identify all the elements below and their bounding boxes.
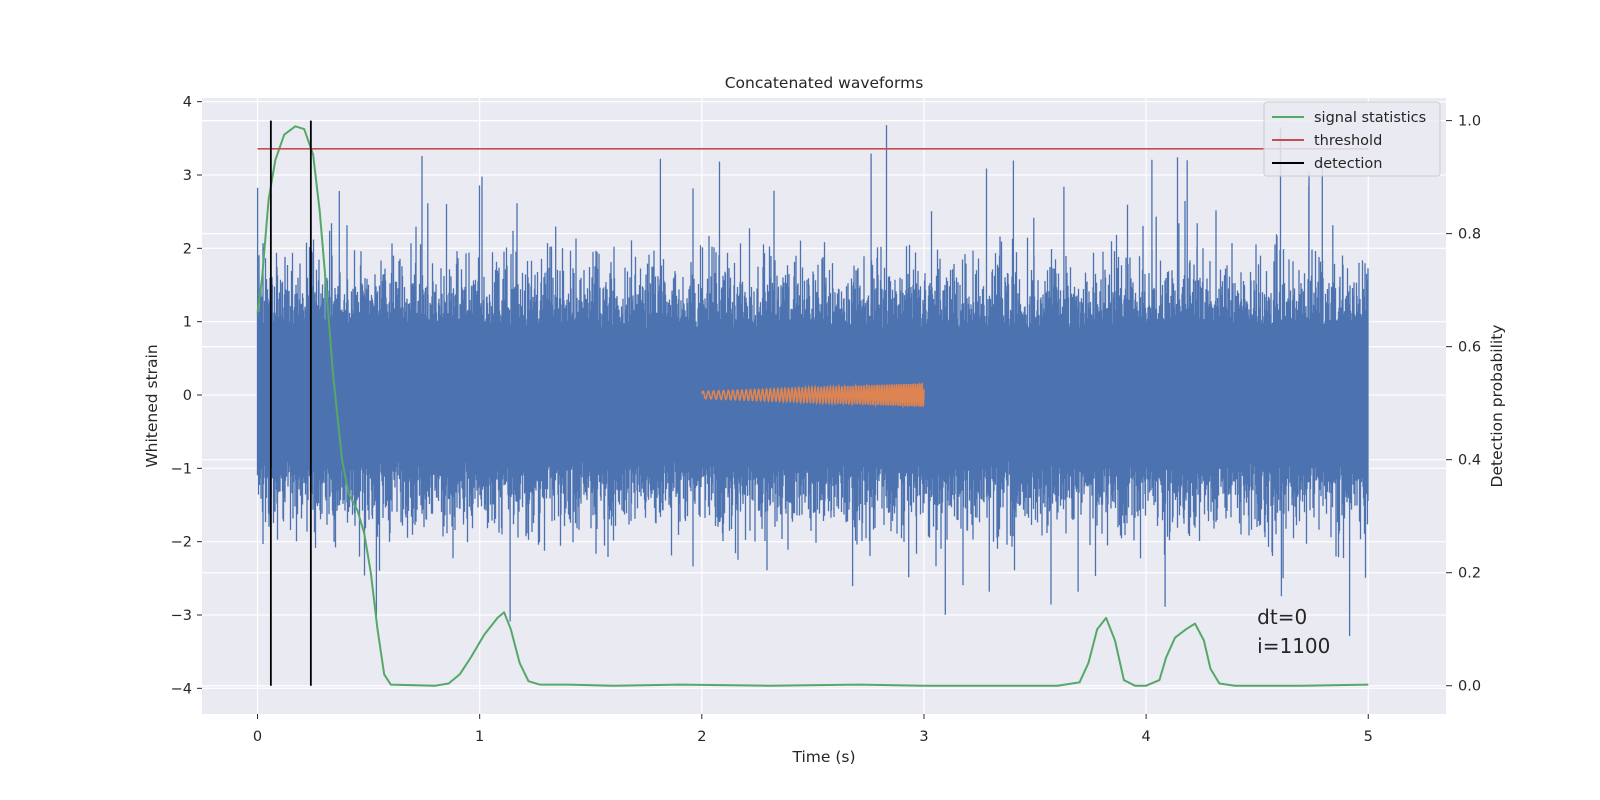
x-tick-label: 0 xyxy=(253,729,262,745)
signal-statistics-series xyxy=(256,125,1369,687)
legend-label: signal statistics xyxy=(1314,110,1426,126)
y-tick-label: −3 xyxy=(171,608,192,624)
signal-statistics-line xyxy=(256,125,1369,687)
x-axis-label: Time (s) xyxy=(791,748,855,766)
detection-series xyxy=(269,120,312,686)
chart-title: Concatenated waveforms xyxy=(725,74,924,92)
y-tick-label: −4 xyxy=(171,681,192,697)
y-tick-label: 4 xyxy=(183,95,192,111)
annotation-text: i=1100 xyxy=(1257,634,1330,658)
legend-label: detection xyxy=(1314,156,1382,172)
template-chirp-series xyxy=(701,382,925,409)
y2-tick-label: 0.0 xyxy=(1458,679,1481,695)
y-tick-label: 3 xyxy=(183,168,192,184)
x-tick-label: 5 xyxy=(1364,729,1373,745)
x-tick-label: 1 xyxy=(475,729,484,745)
y2-axis-ticks: 0.0 0.2 0.4 0.6 0.8 1.0 xyxy=(1446,114,1481,695)
annotations: dt=0 i=1100 xyxy=(1257,605,1330,658)
y2-tick-label: 0.8 xyxy=(1458,227,1481,243)
y-axis-ticks: −4 −3 −2 −1 0 1 2 3 4 xyxy=(171,95,202,697)
legend-box xyxy=(1263,101,1441,177)
y-tick-label: −2 xyxy=(171,535,192,551)
annotation-text: dt=0 xyxy=(1257,605,1307,629)
template-chirp-line xyxy=(701,382,925,409)
legend-label: threshold xyxy=(1314,133,1382,149)
x-tick-label: 4 xyxy=(1141,729,1150,745)
x-axis-ticks: 0 1 2 3 4 5 xyxy=(253,714,1373,745)
y2-axis-label: Detection probability xyxy=(1488,325,1506,488)
y-axis-label: Whitened strain xyxy=(143,344,161,467)
x-tick-label: 2 xyxy=(697,729,706,745)
y2-tick-label: 1.0 xyxy=(1458,114,1481,130)
y2-tick-label: 0.4 xyxy=(1458,453,1481,469)
strain-line xyxy=(256,125,1369,637)
y-tick-label: −1 xyxy=(171,461,192,477)
y2-tick-label: 0.6 xyxy=(1458,340,1481,356)
legend: signal statistics threshold detection xyxy=(1263,101,1441,177)
x-tick-label: 3 xyxy=(919,729,928,745)
y-tick-label: 1 xyxy=(183,315,192,331)
y-tick-label: 0 xyxy=(183,388,192,404)
y-tick-label: 2 xyxy=(183,241,192,257)
y2-tick-label: 0.2 xyxy=(1458,566,1481,582)
